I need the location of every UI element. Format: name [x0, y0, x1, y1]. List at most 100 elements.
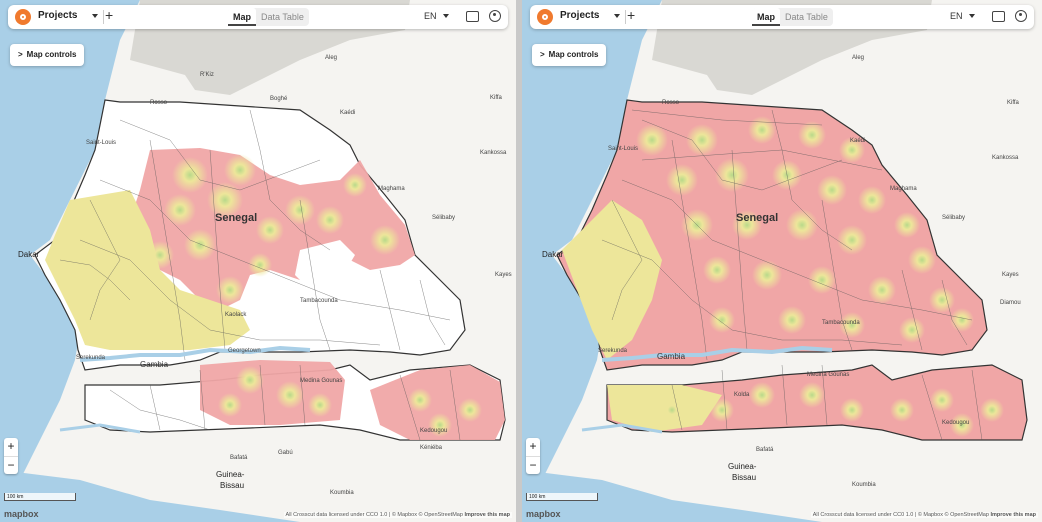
mapbox-logo[interactable]: mapbox	[4, 509, 39, 519]
top-bar-right: Projects + Map Data Table EN	[530, 5, 1034, 29]
map-controls-button[interactable]: > Map controls	[532, 44, 607, 66]
add-project-button[interactable]: +	[105, 7, 114, 23]
map-pane-right[interactable]: Dakar Saint-Louis Senegal Tambacounda Ga…	[522, 0, 1042, 522]
chevron-right-icon: >	[540, 50, 545, 59]
chevron-down-icon[interactable]	[443, 14, 449, 18]
tab-map[interactable]: Map	[228, 8, 256, 26]
place-gambia: Gambia	[140, 360, 169, 369]
user-icon[interactable]	[489, 10, 501, 22]
gambia-river	[601, 345, 833, 362]
place-guinea-bissau-2: Bissau	[220, 481, 245, 490]
map-controls-button[interactable]: > Map controls	[10, 44, 85, 66]
projects-menu[interactable]: Projects	[560, 10, 600, 21]
chevron-down-icon[interactable]	[92, 14, 98, 18]
zoom-out-button[interactable]: −	[529, 458, 537, 472]
place-bafata: Bafatá	[230, 455, 248, 461]
place-bafata: Bafatá	[756, 447, 774, 453]
zoom-control: + −	[526, 438, 540, 474]
crosscut-logo-icon[interactable]	[15, 9, 31, 25]
pane-divider[interactable]	[516, 0, 522, 522]
tab-data-table[interactable]: Data Table	[261, 12, 304, 22]
place-saint-louis: Saint-Louis	[608, 146, 639, 152]
heat-spots-right	[636, 116, 1004, 437]
place-rkiz: R'Kiz	[200, 72, 214, 78]
place-gambia: Gambia	[657, 352, 686, 361]
divider	[103, 10, 104, 24]
place-aleg: Aleg	[325, 55, 338, 61]
zoom-control: + −	[4, 438, 18, 474]
district-lines-left	[59, 109, 461, 441]
place-kankossa: Kankossa	[480, 150, 507, 156]
bijagos-water	[522, 470, 822, 522]
zoom-in-button[interactable]: +	[526, 438, 540, 457]
place-medina-gounass: Medina Gounas	[300, 378, 343, 384]
tab-map[interactable]: Map	[752, 8, 780, 26]
atlantic-ocean	[0, 0, 140, 522]
projects-menu[interactable]: Projects	[38, 10, 78, 21]
bijagos-water	[0, 470, 300, 522]
place-kayes: Kayes	[1002, 272, 1019, 278]
place-kedougou: Kedougou	[942, 420, 970, 426]
zoom-out-button[interactable]: −	[7, 458, 15, 472]
place-aleg: Aleg	[852, 55, 865, 61]
place-kolda: Kolda	[734, 392, 750, 398]
heat-spots-left	[146, 154, 482, 437]
place-gabu: Gabú	[278, 450, 293, 456]
place-senegal: Senegal	[736, 212, 779, 224]
divider	[625, 10, 626, 24]
chevron-down-icon[interactable]	[969, 14, 975, 18]
map-pane-left[interactable]: Dakar Saint-Louis Senegal Tambacounda Ga…	[0, 0, 516, 522]
chevron-down-icon[interactable]	[614, 14, 620, 18]
place-dakar: Dakar	[542, 250, 564, 259]
place-kayes: Kayes	[495, 272, 512, 278]
view-tabs: Map Data Table	[752, 8, 833, 26]
view-tabs: Map Data Table	[228, 8, 309, 26]
add-project-button[interactable]: +	[627, 7, 636, 23]
place-tambacounda: Tambacounda	[300, 298, 338, 304]
place-tambacounda: Tambacounda	[822, 320, 860, 326]
place-guinea-bissau-1: Guinea-	[728, 462, 757, 471]
place-georgetown: Georgetown	[228, 348, 261, 354]
place-bogue: Boghé	[270, 96, 288, 102]
place-kiffa: Kiffa	[1007, 100, 1019, 106]
zoom-in-button[interactable]: +	[4, 438, 18, 457]
place-koumbia: Koumbia	[330, 490, 354, 496]
place-saint-louis: Saint-Louis	[86, 140, 117, 146]
tab-data-table[interactable]: Data Table	[785, 12, 828, 22]
place-guinea-bissau-2: Bissau	[732, 473, 757, 482]
gambia-river	[79, 345, 311, 362]
scale-bar: 100 km	[4, 493, 76, 501]
mapbox-logo[interactable]: mapbox	[526, 509, 561, 519]
place-rosso: Rosso	[150, 100, 168, 106]
attribution: All Crosscut data licensed under CC0 1.0…	[810, 512, 1038, 518]
place-diamou: Diamou	[1000, 300, 1021, 306]
user-icon[interactable]	[1015, 10, 1027, 22]
place-serekunda: Serekunda	[76, 355, 106, 361]
place-dakar: Dakar	[18, 250, 40, 259]
place-maghama: Maghama	[890, 186, 917, 192]
map-canvas-right[interactable]	[522, 0, 1042, 522]
language-select[interactable]: EN	[950, 11, 963, 21]
crosscut-logo-icon[interactable]	[537, 9, 553, 25]
place-kiffa: Kiffa	[490, 95, 502, 101]
chat-icon[interactable]	[466, 11, 479, 22]
place-selibaby: Sélibaby	[942, 215, 966, 221]
place-rosso: Rosso	[662, 100, 680, 106]
improve-map-link[interactable]: Improve this map	[990, 512, 1036, 518]
place-kenieba: Kéniéba	[420, 445, 443, 451]
chat-icon[interactable]	[992, 11, 1005, 22]
place-koungheul: Kaolack	[225, 312, 247, 318]
place-kaedi: Kaédi	[340, 110, 356, 116]
atlantic-ocean	[522, 0, 662, 522]
place-kedougou: Kedougou	[420, 428, 448, 434]
heat-region-west	[45, 190, 250, 350]
language-select[interactable]: EN	[424, 11, 437, 21]
scale-bar: 100 km	[526, 493, 598, 501]
place-kankossa: Kankossa	[992, 155, 1019, 161]
place-guinea-bissau-1: Guinea-	[216, 470, 245, 479]
attribution: All Crosscut data licensed under CCO 1.0…	[283, 512, 512, 518]
map-canvas-left[interactable]	[0, 0, 516, 522]
improve-map-link[interactable]: Improve this map	[464, 512, 510, 518]
district-lines-right	[601, 109, 983, 441]
place-senegal: Senegal	[215, 212, 258, 224]
